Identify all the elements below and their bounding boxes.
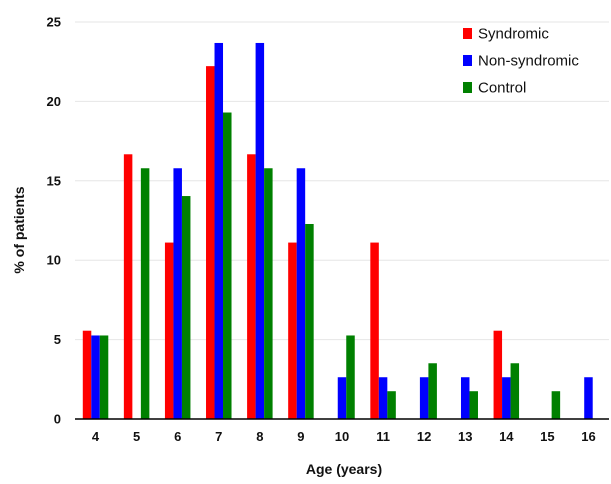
legend-label: Control	[478, 80, 526, 97]
bar-syndromic-11	[370, 242, 379, 419]
bar-syndromic-14	[493, 330, 503, 419]
bar-non-syndromic-9	[296, 168, 306, 419]
bar-control-9	[305, 223, 314, 419]
bar-control-7	[223, 112, 232, 420]
bar-non-syndromic-11	[378, 377, 388, 419]
bar-non-syndromic-13	[460, 377, 470, 419]
bar-control-10	[346, 335, 355, 419]
y-tick-label: 10	[47, 253, 61, 268]
x-tick-label: 12	[417, 429, 431, 444]
x-tick-label: 5	[133, 429, 140, 444]
y-axis-title: % of patients	[11, 186, 27, 273]
x-tick-label: 13	[458, 429, 472, 444]
x-tick-label: 7	[215, 429, 222, 444]
gridlines	[75, 21, 609, 341]
bar-non-syndromic-16	[584, 377, 593, 419]
legend-swatch	[463, 82, 472, 93]
bar-non-syndromic-12	[419, 377, 429, 419]
bar-control-5	[140, 168, 150, 419]
bar-non-syndromic-14	[502, 377, 511, 419]
bar-syndromic-4	[82, 330, 92, 419]
bar-syndromic-5	[123, 154, 133, 419]
x-tick-label: 11	[376, 429, 390, 444]
y-tick-label: 15	[47, 173, 61, 188]
bar-non-syndromic-7	[214, 42, 224, 419]
bar-non-syndromic-10	[337, 377, 347, 419]
legend-swatch	[463, 55, 472, 66]
y-tick-label: 20	[47, 94, 61, 109]
x-tick-labels: 4 5 6 7 8 9 10 11 12 13 14 15 16	[92, 429, 596, 444]
x-tick-label: 15	[540, 429, 554, 444]
bar-syndromic-8	[247, 154, 256, 419]
bar-control-13	[469, 391, 478, 419]
x-tick-label: 16	[581, 429, 595, 444]
legend-label: Syndromic	[478, 26, 549, 43]
x-tick-label: 4	[92, 429, 100, 444]
bars	[82, 42, 593, 420]
bar-control-11	[387, 391, 396, 419]
legend-label: Non-syndromic	[478, 53, 579, 70]
x-axis-title: Age (years)	[306, 461, 382, 477]
y-tick-label: 0	[54, 412, 61, 427]
x-tick-label: 10	[335, 429, 349, 444]
x-tick-label: 9	[297, 429, 304, 444]
y-tick-labels: 0 5 10 15 20 25	[47, 15, 61, 427]
legend-swatch	[463, 28, 472, 39]
x-tick-label: 14	[499, 429, 514, 444]
bar-non-syndromic-8	[255, 42, 265, 419]
bar-control-14	[510, 363, 520, 419]
bar-syndromic-9	[288, 242, 297, 419]
bar-control-15	[551, 391, 561, 419]
bar-control-8	[264, 168, 273, 419]
bar-syndromic-7	[206, 66, 215, 420]
legend: Syndromic Non-syndromic Control	[463, 26, 579, 97]
bar-control-4	[99, 335, 109, 419]
bar-syndromic-6	[164, 242, 174, 419]
y-tick-label: 5	[54, 332, 61, 347]
bar-control-6	[181, 196, 191, 419]
bar-non-syndromic-6	[173, 168, 182, 419]
bar-control-12	[428, 363, 437, 419]
y-tick-label: 25	[47, 15, 61, 30]
bar-non-syndromic-4	[91, 335, 100, 419]
x-tick-label: 8	[256, 429, 263, 444]
x-tick-label: 6	[174, 429, 181, 444]
